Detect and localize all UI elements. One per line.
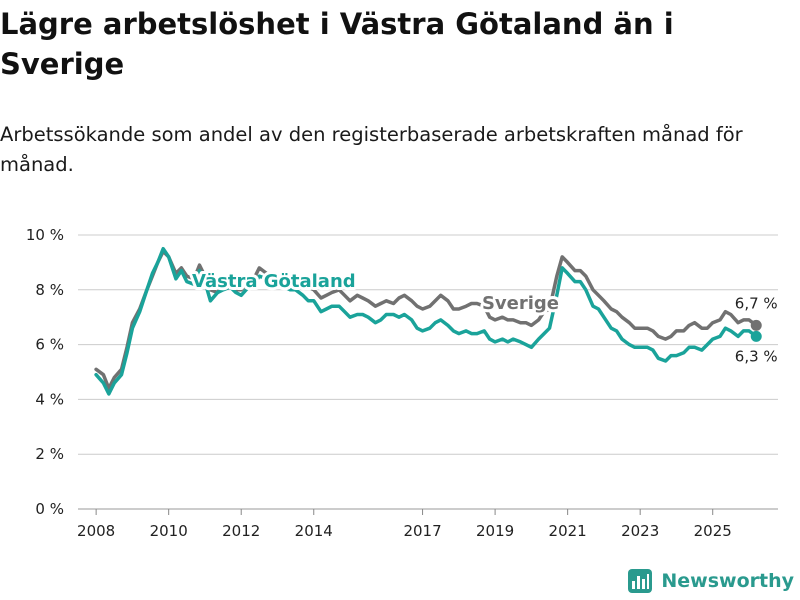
x-tick-label: 2017 bbox=[403, 522, 441, 540]
x-tick-label: 2014 bbox=[295, 522, 333, 540]
y-tick-label: 8 % bbox=[35, 281, 64, 299]
x-axis: 2008 2010 2012 2014 2017 2019 2021 2023 2025 bbox=[77, 509, 732, 540]
end-value-label: 6,3 % bbox=[735, 347, 778, 365]
series-line bbox=[94, 246, 758, 396]
x-tick-label: 2012 bbox=[222, 522, 260, 540]
newsworthy-logo-icon bbox=[628, 569, 653, 593]
x-tick-label: 2021 bbox=[549, 522, 587, 540]
series-label: Sverige bbox=[482, 293, 559, 314]
y-tick-label: 4 % bbox=[35, 390, 64, 408]
x-tick-label: 2008 bbox=[77, 522, 115, 540]
y-tick-label: 0 % bbox=[35, 500, 64, 518]
brand-logo: Newsworthy bbox=[627, 568, 794, 594]
brand-name: Newsworthy bbox=[661, 570, 794, 592]
x-tick-label: 2010 bbox=[150, 522, 188, 540]
series-line bbox=[94, 249, 758, 391]
gridlines bbox=[78, 234, 778, 510]
series-lines bbox=[94, 246, 762, 396]
x-tick-label: 2025 bbox=[694, 522, 732, 540]
y-tick-label: 6 % bbox=[35, 336, 64, 354]
end-value-label: 6,7 % bbox=[735, 294, 778, 312]
series-end-point bbox=[750, 330, 762, 342]
x-tick-label: 2019 bbox=[476, 522, 514, 540]
series-label-halo: Sverige bbox=[482, 293, 559, 314]
series-label-halo: Västra Götaland bbox=[192, 271, 356, 292]
y-tick-label: 2 % bbox=[35, 445, 64, 463]
page-title: Lägre arbetslöshet i Västra Götaland än … bbox=[0, 7, 674, 81]
series-label: Västra Götaland bbox=[192, 271, 356, 292]
series-end-point bbox=[750, 319, 762, 331]
y-axis: 0 % 2 % 4 % 6 % 8 % 10 % bbox=[26, 226, 64, 518]
chart-subtitle: Arbetssökande som andel av den registerb… bbox=[0, 123, 743, 176]
x-tick-label: 2023 bbox=[621, 522, 659, 540]
y-tick-label: 10 % bbox=[26, 226, 64, 244]
